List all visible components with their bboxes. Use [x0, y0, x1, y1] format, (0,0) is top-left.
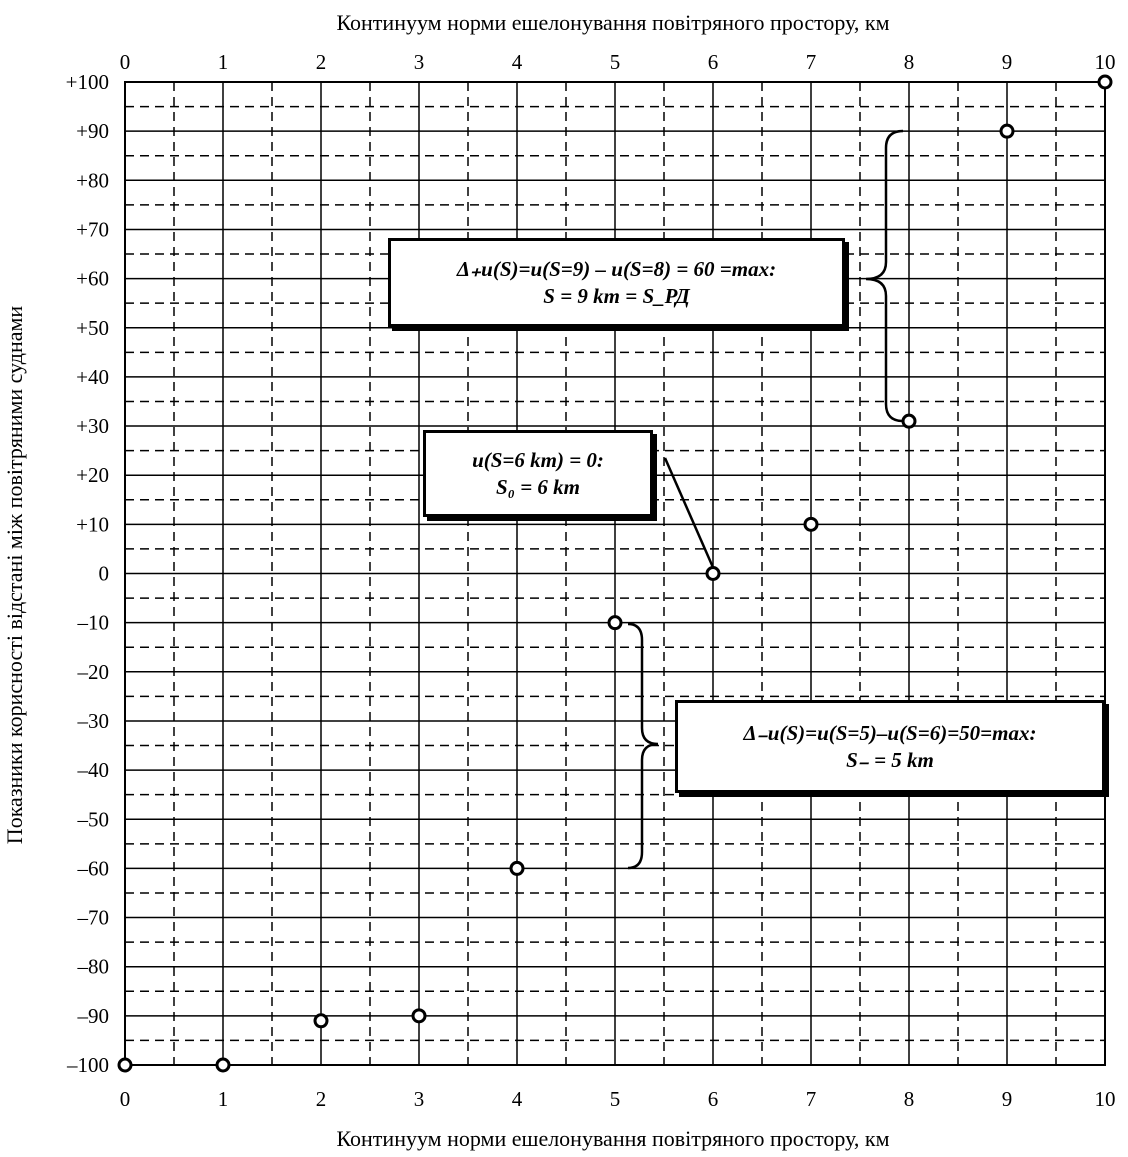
y-tick-label: –10 — [77, 611, 110, 635]
y-tick-label: +40 — [76, 365, 109, 389]
x-tick-label-bottom: 3 — [414, 1087, 425, 1111]
x-axis-title: Континуум норми ешелонування повітряного… — [336, 1126, 889, 1151]
x-tick-label-bottom: 4 — [512, 1087, 523, 1111]
x-tick-label-top: 5 — [610, 50, 621, 74]
x-tick-label-bottom: 1 — [218, 1087, 229, 1111]
x-tick-label-bottom: 2 — [316, 1087, 327, 1111]
data-point — [117, 1057, 133, 1073]
annotation-delta-plus-line-1: Δ₊u(S)=u(S=9) – u(S=8) = 60 =max: — [456, 256, 777, 281]
y-axis-title: Показники корисності відстані між повітр… — [2, 306, 27, 845]
y-tick-label: +30 — [76, 414, 109, 438]
data-point — [509, 860, 525, 876]
data-point — [901, 413, 917, 429]
y-tick-label: –60 — [77, 856, 110, 880]
x-tick-label-top: 2 — [316, 50, 327, 74]
data-point — [705, 566, 721, 581]
data-points — [117, 74, 1113, 1073]
annotation-zero-line-2: S₀ = 6 km — [495, 474, 581, 499]
y-tick-label: –30 — [77, 709, 110, 733]
data-point — [607, 615, 623, 631]
annotation-delta-minus: Δ₋u(S)=u(S=5)–u(S=6)=50=max: S₋ = 5 km — [675, 700, 1105, 793]
x-axis-title-top: Континуум норми ешелонування повітряного… — [336, 10, 889, 35]
y-tick-label: +80 — [76, 168, 109, 192]
annotation-zero-line-1: u(S=6 km) = 0: — [472, 447, 604, 472]
x-tick-label-top: 7 — [806, 50, 817, 74]
data-point — [1097, 74, 1113, 90]
data-point — [999, 123, 1015, 139]
x-tick-label-top: 0 — [120, 50, 131, 74]
x-tick-label-top: 4 — [512, 50, 523, 74]
x-tick-label-bottom: 0 — [120, 1087, 131, 1111]
x-tick-label-top: 8 — [904, 50, 915, 74]
x-tick-label-top: 10 — [1095, 50, 1116, 74]
y-tick-label: –70 — [77, 906, 110, 930]
y-tick-label: +100 — [66, 70, 109, 94]
data-point — [411, 1008, 427, 1024]
plot-frame — [124, 81, 1106, 1066]
data-point — [215, 1057, 231, 1073]
brace-lower — [627, 622, 659, 870]
y-tick-label: 0 — [99, 562, 110, 586]
data-point — [313, 1013, 329, 1029]
y-tick-label: +70 — [76, 217, 109, 241]
x-tick-label-bottom: 8 — [904, 1087, 915, 1111]
annotation-delta-minus-line-1: Δ₋u(S)=u(S=5)–u(S=6)=50=max: — [743, 720, 1037, 745]
y-tick-label: –50 — [77, 807, 110, 831]
x-tick-label-bottom: 5 — [610, 1087, 621, 1111]
x-tick-label-bottom: 10 — [1095, 1087, 1116, 1111]
y-tick-label: –100 — [66, 1053, 109, 1077]
x-ticks-bottom: 0 1 2 3 4 5 6 7 8 9 10 — [120, 1087, 1116, 1111]
annotation-delta-plus-line-2: S = 9 km = S_РД — [543, 283, 690, 308]
y-tick-label: –80 — [77, 955, 110, 979]
grid-major — [125, 82, 1105, 1065]
y-tick-label: –90 — [77, 1004, 110, 1028]
x-tick-label-top: 3 — [414, 50, 425, 74]
x-tick-label-top: 1 — [218, 50, 229, 74]
annotation-zero: u(S=6 km) = 0: S₀ = 6 km — [423, 430, 653, 517]
x-tick-label-bottom: 9 — [1002, 1087, 1013, 1111]
y-tick-label: +20 — [76, 463, 109, 487]
x-tick-label-bottom: 7 — [806, 1087, 817, 1111]
annotation-delta-plus: Δ₊u(S)=u(S=9) – u(S=8) = 60 =max: S = 9 … — [388, 238, 845, 327]
y-ticks: +100+90+80+70+60+50+40+30+20+100–10–20–3… — [66, 70, 109, 1077]
leader-line-zero — [663, 457, 717, 573]
x-ticks-top: 0 1 2 3 4 5 6 7 8 9 10 — [120, 50, 1116, 74]
y-tick-label: +60 — [76, 267, 109, 291]
y-tick-label: +10 — [76, 512, 109, 536]
data-point — [803, 516, 819, 532]
x-tick-label-top: 6 — [708, 50, 719, 74]
y-tick-label: +50 — [76, 316, 109, 340]
y-tick-label: –20 — [77, 660, 110, 684]
y-tick-label: +90 — [76, 119, 109, 143]
y-tick-label: –40 — [77, 758, 110, 782]
x-tick-label-bottom: 6 — [708, 1087, 719, 1111]
x-tick-label-top: 9 — [1002, 50, 1013, 74]
brace-upper — [865, 129, 904, 423]
annotation-delta-minus-line-2: S₋ = 5 km — [846, 747, 934, 772]
